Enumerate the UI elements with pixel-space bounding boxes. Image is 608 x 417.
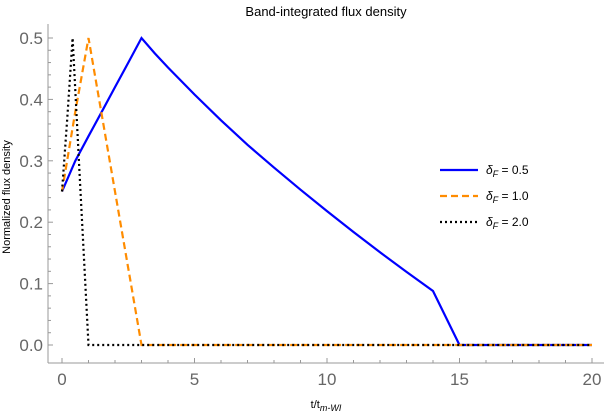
legend-label-0: δF = 0.5 — [486, 163, 529, 179]
axes — [47, 24, 604, 364]
x-tick-label: 20 — [583, 370, 602, 389]
legend-value: = 1.0 — [498, 189, 529, 203]
series-line-0 — [60, 36, 592, 347]
legend-value: = 2.0 — [498, 215, 529, 229]
y-ticks: 0.0 0.1 0.2 0.3 0.4 0.5 — [19, 29, 53, 355]
legend-subscript: F — [493, 195, 499, 205]
y-tick-label: 0.5 — [19, 29, 43, 48]
x-axis-label: t/tm-WI — [311, 399, 342, 412]
chart-title: Band-integrated flux density — [245, 4, 407, 19]
y-axis-label: Normalized flux density — [1, 140, 13, 254]
x-axis-label-base: t/t — [311, 399, 320, 411]
x-axis-label-subscript: m-WI — [320, 403, 342, 412]
legend-symbol: δ — [486, 215, 493, 229]
y-tick-label: 0.0 — [19, 336, 43, 355]
legend-label-2: δF = 2.0 — [486, 215, 529, 231]
legend-subscript: F — [493, 221, 499, 231]
legend-subscript: F — [493, 169, 499, 179]
x-tick-label: 10 — [318, 370, 337, 389]
y-tick-label: 0.3 — [19, 152, 43, 171]
y-tick-label: 0.4 — [19, 90, 43, 109]
series-layer — [60, 36, 592, 347]
legend-symbol: δ — [486, 163, 493, 177]
x-tick-label: 5 — [190, 370, 199, 389]
series-line-2 — [60, 37, 592, 347]
x-ticks: 0 5 10 15 20 — [57, 358, 601, 389]
x-tick-label: 0 — [57, 370, 66, 389]
y-tick-label: 0.2 — [19, 213, 43, 232]
x-tick-label: 15 — [450, 370, 469, 389]
legend-label-1: δF = 1.0 — [486, 189, 529, 205]
legend-symbol: δ — [486, 189, 493, 203]
y-tick-label: 0.1 — [19, 275, 43, 294]
legend: δF = 0.5δF = 1.0δF = 2.0 — [440, 163, 529, 231]
series-line-1 — [60, 37, 592, 347]
legend-value: = 0.5 — [498, 163, 529, 177]
